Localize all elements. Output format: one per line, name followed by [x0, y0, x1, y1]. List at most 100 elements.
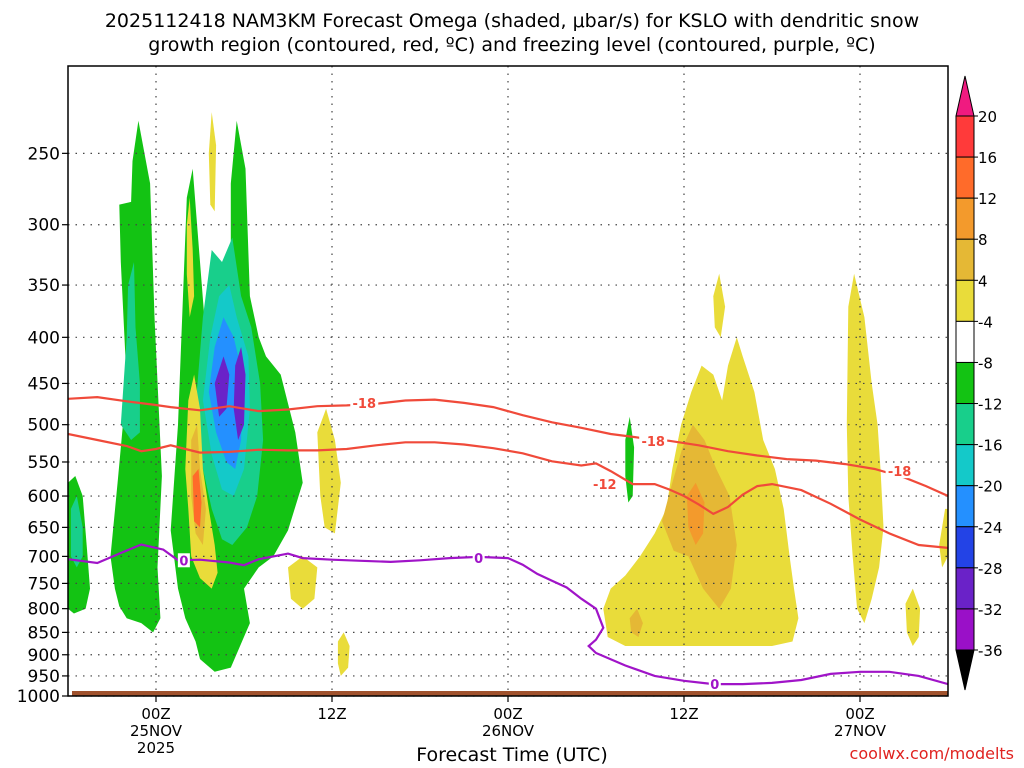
omega-area	[905, 588, 921, 646]
x-tick-label: 12Z	[317, 705, 346, 723]
colorbar-label: 8	[978, 231, 988, 249]
colorbar-box	[955, 115, 975, 158]
y-tick-label: 1000	[17, 687, 60, 707]
temperature-contours	[68, 395, 948, 686]
colorbar-label: -20	[978, 478, 1003, 496]
omega-area	[208, 112, 217, 212]
contour-label: -18	[641, 435, 665, 450]
dotted-grid	[68, 66, 948, 697]
colorbar-label: 20	[978, 108, 997, 126]
omega-area	[337, 632, 350, 676]
y-tick-label: 950	[28, 667, 60, 687]
y-tick-label: 250	[28, 144, 60, 164]
y-tick-label: 400	[28, 328, 60, 348]
colorbar-label: -4	[978, 313, 993, 331]
contour-label: -18	[353, 397, 377, 412]
pressure-axis: 250 300 350 400 450 500 550 600 650 700 750 800 850 9…	[17, 144, 68, 707]
colorbar-label: 16	[978, 149, 997, 167]
omega-area	[192, 469, 202, 528]
omega-area	[317, 408, 341, 534]
y-tick-label: 800	[28, 600, 60, 620]
colorbar-label: -12	[978, 396, 1003, 414]
colorbar-label: -32	[978, 601, 1003, 619]
omega-area	[686, 482, 705, 545]
x-tick-label: 12Z	[669, 705, 698, 723]
colorbar-label: -8	[978, 354, 993, 372]
y-tick-label: 450	[28, 374, 60, 394]
colorbar-box	[955, 403, 975, 446]
omega-area	[713, 273, 726, 338]
dgz-upper-contour	[68, 395, 948, 498]
colorbar-label: 12	[978, 190, 997, 208]
contour-label: -12	[593, 478, 617, 493]
x-tick-date: 27NOV	[834, 722, 887, 740]
contour-labels: -18 -18 -18 -12 0 0 0	[177, 395, 914, 693]
omega-area	[625, 416, 635, 503]
omega-shading	[68, 112, 948, 676]
contour-label-bg	[472, 551, 485, 566]
y-tick-label: 850	[28, 623, 60, 643]
colorbar-box	[955, 197, 975, 240]
contour-label-bg	[885, 464, 914, 479]
colorbar-label: 4	[978, 272, 988, 290]
colorbar-box	[955, 485, 975, 528]
y-tick-label: 650	[28, 518, 60, 538]
contour-label: 0	[179, 554, 188, 569]
omega-area	[70, 496, 83, 568]
y-tick-label: 700	[28, 547, 60, 567]
y-tick-label: 550	[28, 453, 60, 473]
omega-area	[186, 197, 195, 318]
colorbar-bottom-arrow	[955, 649, 975, 691]
omega-colorbar: 20 16 12 8 4 -4 -8 -12 -16 -20 -24 -28 -32 -36	[955, 75, 1003, 691]
dgz-lower-contour	[68, 432, 948, 549]
colorbar-box	[955, 361, 975, 405]
omega-area	[629, 608, 643, 637]
x-tick-date: 25NOV	[130, 722, 183, 740]
y-tick-label: 500	[28, 416, 60, 436]
y-tick-label: 900	[28, 646, 60, 666]
terrain-ground	[72, 691, 948, 696]
omega-area	[214, 356, 230, 417]
x-tick-date: 26NOV	[482, 722, 535, 740]
y-tick-label: 600	[28, 487, 60, 507]
y-tick-label: 350	[28, 276, 60, 296]
chart-title-line1: 2025112418 NAM3KM Forecast Omega (shaded…	[104, 10, 920, 32]
contour-label-bg	[639, 433, 668, 448]
colorbar-label: -28	[978, 560, 1003, 578]
contour-label: 0	[710, 678, 719, 693]
x-axis-title: Forecast Time (UTC)	[416, 744, 608, 766]
omega-area	[939, 508, 948, 568]
contour-label: -18	[888, 465, 912, 480]
colorbar-box	[955, 444, 975, 487]
contour-label-bg	[590, 477, 619, 492]
colorbar-box	[955, 526, 975, 569]
colorbar-box	[955, 567, 975, 610]
y-tick-label: 750	[28, 574, 60, 594]
freezing-contour	[68, 543, 948, 686]
omega-area	[120, 262, 140, 440]
colorbar-label: -24	[978, 519, 1003, 537]
colorbar-box	[955, 238, 975, 281]
colorbar-box	[955, 279, 975, 322]
colorbar-box	[955, 156, 975, 199]
colorbar-top-arrow	[955, 75, 975, 117]
colorbar-box	[955, 608, 975, 651]
contour-label-bg	[177, 553, 190, 568]
contour-label-bg	[708, 677, 721, 692]
x-tick-year: 2025	[137, 739, 175, 757]
colorbar-label: -16	[978, 437, 1003, 455]
y-tick-label: 300	[28, 216, 60, 236]
x-tick-label: 00Z	[141, 705, 170, 723]
source-credit: coolwx.com/modelts	[849, 744, 1014, 763]
colorbar-box	[955, 320, 975, 363]
chart-title-line2: growth region (contoured, red, ºC) and f…	[148, 34, 876, 56]
colorbar-label: -36	[978, 642, 1003, 660]
contour-label-bg	[350, 395, 379, 410]
contour-label: 0	[474, 552, 483, 567]
omega-area	[288, 556, 318, 609]
terrain-band	[72, 691, 948, 696]
x-tick-label: 00Z	[845, 705, 874, 723]
x-tick-label: 00Z	[493, 705, 522, 723]
